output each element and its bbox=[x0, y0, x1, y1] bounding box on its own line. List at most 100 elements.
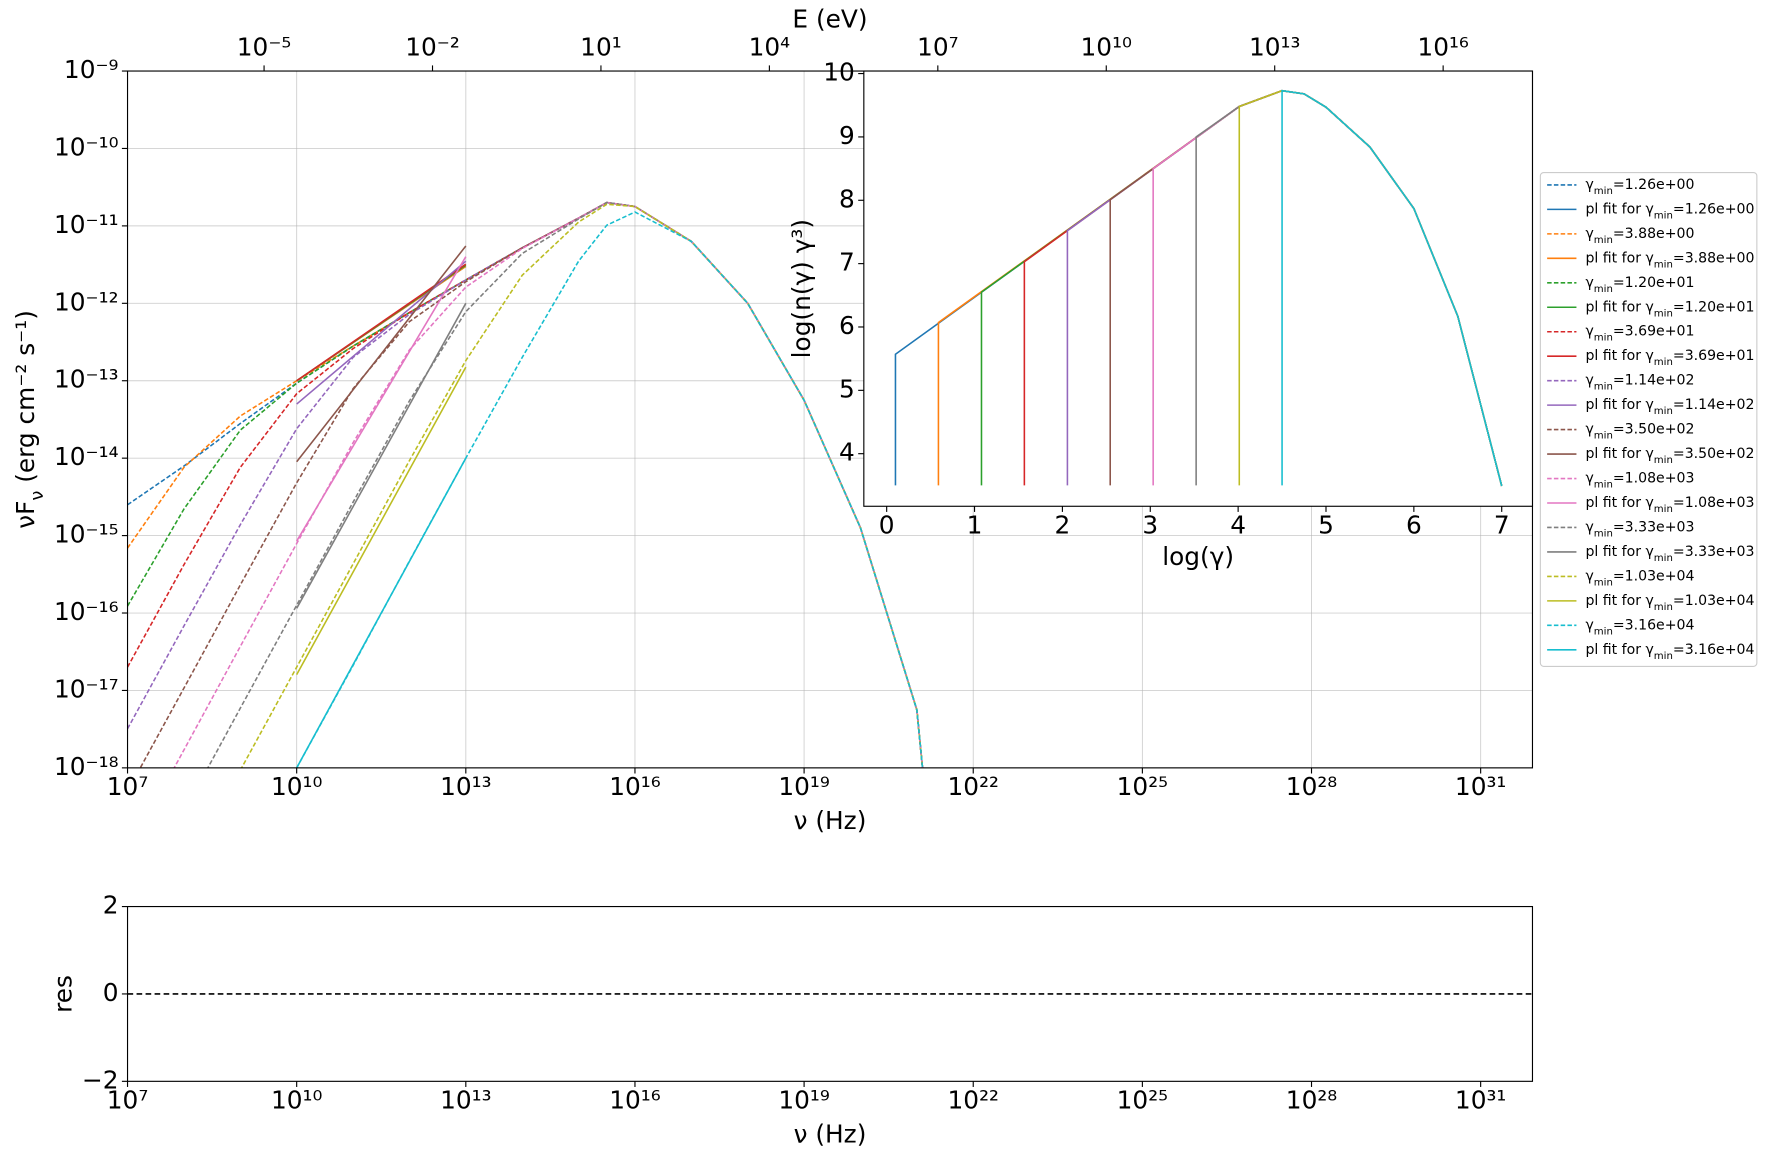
x-tick-label: 10³¹ bbox=[1455, 1086, 1506, 1115]
legend-label: γmin=1.20e+01 bbox=[1585, 275, 1694, 295]
x-tick-label: 10¹⁰ bbox=[271, 1086, 322, 1115]
x-tick-label: 10¹⁶ bbox=[609, 772, 660, 801]
x-tick-label: 5 bbox=[1318, 511, 1334, 540]
legend-label: pl fit for γmin=1.14e+02 bbox=[1585, 397, 1754, 416]
y-tick-label: 8 bbox=[839, 184, 855, 213]
series-line bbox=[296, 260, 467, 405]
legend-label: γmin=1.03e+04 bbox=[1585, 568, 1694, 587]
x-tick-label: 10¹⁹ bbox=[778, 1086, 829, 1115]
x2-tick-label: 10⁻² bbox=[405, 32, 460, 61]
legend-label: γmin=3.16e+04 bbox=[1585, 617, 1694, 637]
legend-label: pl fit for γmin=3.33e+03 bbox=[1585, 544, 1754, 564]
x2-tick-label: 10¹ bbox=[580, 32, 622, 61]
y-axis-label: log(n(γ) γ³) bbox=[787, 219, 816, 358]
x-tick-label: 4 bbox=[1230, 511, 1246, 540]
plot-area bbox=[127, 201, 924, 768]
plot-frame bbox=[863, 70, 1534, 507]
x-tick-label: 10⁷ bbox=[107, 1086, 149, 1115]
x-tick-label: 3 bbox=[1142, 511, 1158, 540]
y-tick-label: 0 bbox=[103, 978, 119, 1007]
x2-axis-label: E (eV) bbox=[792, 4, 867, 33]
x2-tick-label: 10¹⁰ bbox=[1081, 32, 1132, 61]
y-tick-label: 9 bbox=[839, 121, 855, 150]
series-line bbox=[295, 211, 924, 768]
y-tick-label: 7 bbox=[839, 248, 855, 277]
series-line bbox=[296, 256, 467, 542]
y-tick-label: 10⁻¹⁴ bbox=[54, 442, 119, 471]
y-axis-label: res bbox=[48, 975, 77, 1013]
x2-tick-label: 10⁴ bbox=[749, 32, 791, 61]
x-tick-label: 10²⁸ bbox=[1286, 772, 1337, 801]
x-tick-label: 10¹³ bbox=[440, 772, 491, 801]
x-tick-label: 10¹⁰ bbox=[271, 772, 322, 801]
x-tick-label: 2 bbox=[1055, 511, 1071, 540]
y-tick-label: 6 bbox=[839, 311, 855, 340]
y-tick-label: 10⁻¹⁶ bbox=[54, 597, 119, 626]
legend-label: pl fit for γmin=1.03e+04 bbox=[1585, 593, 1754, 613]
x-tick-label: 6 bbox=[1406, 511, 1422, 540]
x-tick-label: 10¹⁶ bbox=[609, 1086, 660, 1115]
legend-label: pl fit for γmin=1.20e+01 bbox=[1585, 299, 1754, 319]
x-tick-label: 10¹³ bbox=[440, 1086, 491, 1115]
legend-label: pl fit for γmin=1.26e+00 bbox=[1585, 201, 1754, 221]
plot-area bbox=[894, 89, 1503, 487]
chart-panel: 0 1 2 3 4 5 6 7 4 5 6 7 8 9 10 log(γ) log(n(γ) γ³) bbox=[787, 58, 1534, 571]
x-tick-label: 10³¹ bbox=[1455, 772, 1506, 801]
x2-tick-label: 10¹⁶ bbox=[1417, 32, 1468, 61]
x-tick-label: 10⁷ bbox=[107, 772, 149, 801]
legend-label: pl fit for γmin=3.69e+01 bbox=[1585, 348, 1754, 368]
legend-box bbox=[1539, 171, 1758, 667]
legend-label: pl fit for γmin=3.50e+02 bbox=[1585, 446, 1754, 466]
y-tick-label: 10⁻¹¹ bbox=[54, 210, 119, 239]
y-tick-label: 2 bbox=[103, 891, 119, 920]
plot-background bbox=[127, 906, 1533, 1082]
x-tick-label: 0 bbox=[879, 511, 895, 540]
legend-label: γmin=1.08e+03 bbox=[1585, 471, 1694, 490]
y-tick-label: 10⁻¹⁰ bbox=[54, 132, 119, 161]
x-tick-label: 10²⁵ bbox=[1117, 772, 1168, 801]
x-tick-label: 7 bbox=[1494, 511, 1510, 540]
legend-label: γmin=3.69e+01 bbox=[1585, 324, 1694, 343]
y-tick-label: 10⁻¹⁵ bbox=[54, 520, 119, 549]
legend-label: γmin=3.88e+00 bbox=[1585, 226, 1694, 246]
y-tick-label: 10⁻¹³ bbox=[54, 365, 119, 394]
x-tick-label: 10²² bbox=[948, 1086, 999, 1115]
series-line bbox=[296, 245, 467, 463]
series-line bbox=[206, 201, 924, 768]
x-tick-label: 10²² bbox=[948, 772, 999, 801]
series-line bbox=[1281, 89, 1503, 487]
x-tick-label: 10²⁸ bbox=[1286, 1086, 1337, 1115]
y-tick-label: 5 bbox=[839, 374, 855, 403]
legend-label: γmin=1.26e+00 bbox=[1585, 177, 1694, 197]
y-axis-label: νFν (erg cm⁻² s⁻¹) bbox=[11, 310, 47, 529]
series-line bbox=[295, 366, 467, 676]
y-tick-label: 10⁻⁹ bbox=[64, 55, 119, 84]
series-line bbox=[173, 201, 924, 768]
x-tick-label: 10²⁵ bbox=[1117, 1086, 1168, 1115]
x-axis-label: ν (Hz) bbox=[794, 1119, 867, 1148]
y-tick-label: 10⁻¹⁸ bbox=[54, 752, 119, 781]
legend-label: pl fit for γmin=3.88e+00 bbox=[1585, 250, 1754, 269]
x-axis-label: log(γ) bbox=[1162, 542, 1234, 571]
y-tick-label: 10 bbox=[823, 58, 855, 87]
legend-label: γmin=1.14e+02 bbox=[1585, 373, 1694, 393]
legend-label: pl fit for γmin=1.08e+03 bbox=[1585, 495, 1754, 515]
series-line bbox=[296, 263, 467, 382]
legend-label: pl fit for γmin=3.16e+04 bbox=[1585, 642, 1754, 661]
plot-background bbox=[863, 71, 1533, 507]
x2-tick-label: 10¹³ bbox=[1249, 32, 1300, 61]
y-tick-label: 4 bbox=[839, 438, 855, 467]
x-tick-label: 10¹⁹ bbox=[778, 772, 829, 801]
x-axis-label: ν (Hz) bbox=[794, 806, 867, 835]
x-tick-label: 1 bbox=[967, 511, 983, 540]
legend-label: γmin=3.50e+02 bbox=[1585, 422, 1694, 442]
legend-label: γmin=3.33e+03 bbox=[1585, 519, 1694, 539]
y-tick-label: −2 bbox=[82, 1065, 119, 1094]
series-line bbox=[295, 457, 467, 768]
x2-tick-label: 10⁻⁵ bbox=[237, 32, 292, 61]
chart-panel: 10⁷ 10¹⁰ 10¹³ 10¹⁶ 10¹⁹ 10²² 10²⁵ 10²⁸ 10³¹ −2 0 2 ν… bbox=[48, 891, 1534, 1148]
y-tick-label: 10⁻¹² bbox=[54, 287, 119, 316]
x2-tick-label: 10⁷ bbox=[917, 32, 959, 61]
